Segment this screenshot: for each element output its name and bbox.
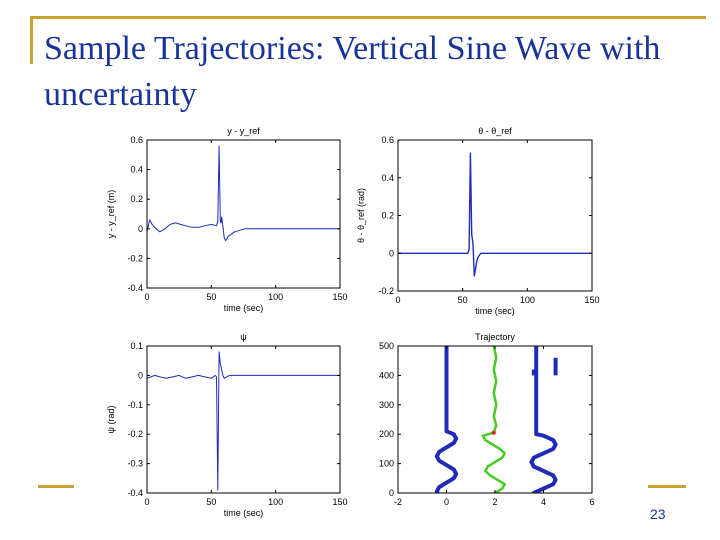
y-tick-label: 0.2: [381, 211, 394, 221]
accent-bar-top: [30, 16, 706, 19]
series-line-0: [147, 351, 340, 491]
y-tick-label: 400: [379, 370, 394, 380]
y-tick-label: 0.2: [130, 194, 143, 204]
x-tick-label: 100: [520, 295, 535, 305]
accent-bar-left: [30, 16, 33, 64]
y-tick-label: 0.6: [130, 135, 143, 145]
chart-y-error: 0 50 100 150 -0.4 -0.2 0 0.2 0.4 0.6 y - y_reftime…: [106, 126, 348, 313]
x-tick-label: -2: [394, 497, 402, 507]
x-tick-label: 150: [332, 497, 347, 507]
plot-frame: [146, 139, 341, 289]
y-tick-label: 0: [389, 248, 394, 258]
y-tick-label: 0: [138, 224, 143, 234]
y-tick-label: -0.2: [127, 429, 143, 439]
x-tick-label: 0: [144, 292, 149, 302]
x-axis-label: time (sec): [475, 306, 515, 316]
y-tick-label: -0.4: [127, 283, 143, 293]
y-tick-label: 0: [389, 488, 394, 498]
x-tick-label: 50: [458, 295, 468, 305]
y-tick-label: 0.1: [130, 341, 143, 351]
x-tick-label: 50: [206, 292, 216, 302]
plot-frame: [146, 345, 341, 494]
x-tick-label: 2: [492, 497, 497, 507]
series-line-2: [529, 346, 558, 493]
chart-title: y - y_ref: [227, 126, 260, 136]
y-tick-label: -0.3: [127, 459, 143, 469]
chart-psi: 0 50 100 150 -0.4 -0.3 -0.2 -0.1 0 0.1 ψ time (sec)…: [106, 332, 348, 518]
x-tick-label: 150: [332, 292, 347, 302]
series-line-0: [147, 145, 340, 242]
x-tick-label: 100: [268, 497, 283, 507]
trajectory-marker: [491, 430, 496, 435]
x-axis-label: time (sec): [224, 508, 264, 518]
chart-title: ψ: [240, 332, 246, 342]
accent-bar-bottom-right: [648, 485, 686, 488]
y-tick-label: -0.4: [127, 488, 143, 498]
x-axis-label: time (sec): [224, 303, 264, 313]
x-tick-label: 0: [395, 295, 400, 305]
chart-title: θ - θ_ref: [478, 126, 512, 136]
accent-bar-bottom-left: [38, 485, 74, 488]
y-tick-label: 200: [379, 429, 394, 439]
y-tick-label: 0.4: [381, 173, 394, 183]
slide-number: 23: [650, 506, 666, 522]
slide-title: Sample Trajectories: Vertical Sine Wave …: [44, 30, 661, 113]
x-tick-label: 0: [144, 497, 149, 507]
x-tick-label: 100: [268, 292, 283, 302]
x-tick-label: 50: [206, 497, 216, 507]
y-axis-label: θ - θ_ref (rad): [356, 188, 366, 243]
y-axis-label: ψ (rad): [106, 406, 116, 434]
y-tick-label: -0.1: [127, 400, 143, 410]
y-tick-label: 100: [379, 459, 394, 469]
y-tick-label: 0: [138, 370, 143, 380]
series-line-0: [434, 346, 459, 493]
y-tick-label: 0.6: [381, 135, 394, 145]
x-tick-label: 6: [589, 497, 594, 507]
y-tick-label: -0.2: [127, 253, 143, 263]
plot-frame: [397, 139, 593, 292]
series-line-1: [481, 346, 506, 493]
x-tick-label: 0: [444, 497, 449, 507]
y-tick-label: 500: [379, 341, 394, 351]
x-tick-label: 150: [584, 295, 599, 305]
series-line-0: [398, 152, 592, 277]
y-axis-label: y - y_ref (m): [106, 190, 116, 239]
y-tick-label: 0.4: [130, 165, 143, 175]
y-tick-label: 300: [379, 400, 394, 410]
chart-title: Trajectory: [475, 332, 515, 342]
y-tick-label: -0.2: [378, 286, 394, 296]
x-tick-label: 4: [541, 497, 546, 507]
